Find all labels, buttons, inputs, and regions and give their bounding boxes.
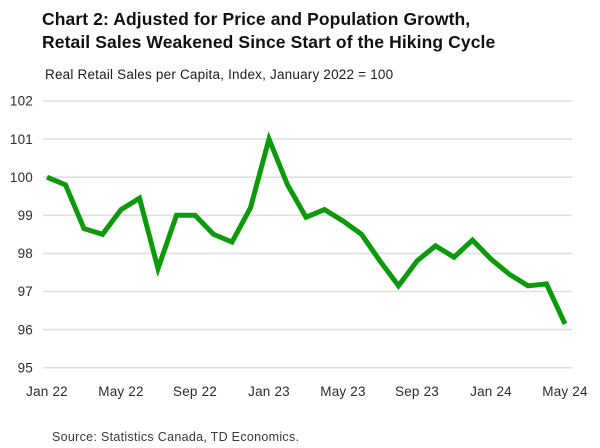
y-tick-label-100: 100 xyxy=(10,170,33,185)
retail-sales-line xyxy=(46,131,568,325)
x-tick-label-may-22: May 22 xyxy=(98,384,143,399)
chart-subtitle: Real Retail Sales per Capita, Index, Jan… xyxy=(45,67,394,82)
y-tick-label-98: 98 xyxy=(18,246,33,261)
x-tick-label-jan-24: Jan 24 xyxy=(470,384,512,399)
line-chart: 95 96 97 98 99 100 101 102 Jan 22 May 22 Sep 22 Jan… xyxy=(10,94,588,399)
y-tick-label-96: 96 xyxy=(18,322,33,337)
chart-title: Chart 2: Adjusted for Price and Populati… xyxy=(42,8,587,54)
x-tick-label-jan-23: Jan 23 xyxy=(248,384,290,399)
x-tick-label-may-23: May 23 xyxy=(320,384,365,399)
source-note: Source: Statistics Canada, TD Economics. xyxy=(52,430,300,444)
y-tick-label-101: 101 xyxy=(10,132,33,147)
y-tick-label-97: 97 xyxy=(18,284,33,299)
chart-title-line2: Retail Sales Weakened Since Start of the… xyxy=(42,32,496,53)
x-tick-label-jan-22: Jan 22 xyxy=(26,384,68,399)
y-tick-label-95: 95 xyxy=(18,360,33,375)
x-tick-label-may-24: May 24 xyxy=(542,384,588,399)
y-tick-label-99: 99 xyxy=(18,208,33,223)
x-tick-label-sep-23: Sep 23 xyxy=(395,384,439,399)
chart-title-line1: Chart 2: Adjusted for Price and Populati… xyxy=(42,9,471,29)
x-tick-label-sep-22: Sep 22 xyxy=(173,384,217,399)
y-tick-label-102: 102 xyxy=(10,94,33,109)
